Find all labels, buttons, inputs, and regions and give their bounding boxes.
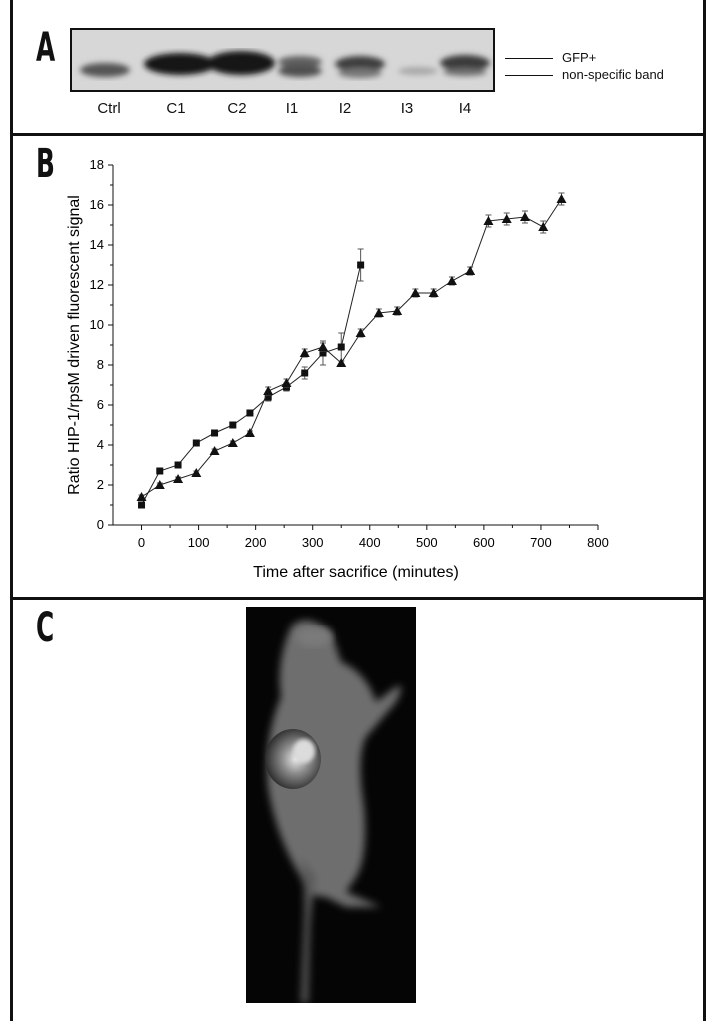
lane-label-i3: I3 <box>400 100 414 117</box>
lane-label-c2: C2 <box>227 100 247 117</box>
square-marker <box>319 349 327 357</box>
mouse-fluorescence-photo <box>246 607 416 1003</box>
triangle-marker <box>227 438 238 447</box>
triangle-marker <box>373 308 384 317</box>
square-marker <box>246 409 254 417</box>
square-marker <box>357 261 365 269</box>
y-tick-label: 8 <box>97 357 104 372</box>
divider-b-c <box>10 597 706 600</box>
triangle-marker <box>501 214 512 223</box>
triangle-marker <box>191 468 202 477</box>
panel-a-letter: A <box>36 25 56 71</box>
triangle-marker <box>355 328 366 337</box>
y-tick-label: 4 <box>97 437 104 452</box>
figure-frame <box>10 0 706 1021</box>
x-tick-label: 500 <box>416 535 438 550</box>
divider-a-b <box>10 133 706 136</box>
nonspecific-band-pointer <box>505 75 553 76</box>
lane-label-i1: I1 <box>285 100 299 117</box>
series-square-line <box>141 264 362 506</box>
y-tick-label: 10 <box>90 317 104 332</box>
square-marker <box>264 393 272 401</box>
triangle-marker <box>299 348 310 357</box>
triangle-marker <box>317 342 328 351</box>
triangle-marker <box>336 358 347 367</box>
x-axis-label: Time after sacrifice (minutes) <box>253 564 459 581</box>
x-tick-label: 300 <box>302 535 324 550</box>
triangle-marker <box>538 222 549 231</box>
y-tick-label: 0 <box>97 517 104 532</box>
square-marker <box>337 343 345 351</box>
triangle-marker <box>173 474 184 483</box>
lane-label-c1: C1 <box>166 100 186 117</box>
triangle-marker <box>428 288 439 297</box>
triangle-marker <box>244 428 255 437</box>
y-tick-label: 14 <box>90 237 104 252</box>
triangle-marker <box>281 378 292 387</box>
x-tick-label: 800 <box>587 535 609 550</box>
panel-b-letter: B <box>36 141 55 187</box>
square-marker <box>229 421 237 429</box>
gfp-band-label: GFP+ <box>562 50 597 65</box>
x-tick-label: 0 <box>138 535 145 550</box>
lane-label-i4: I4 <box>458 100 472 117</box>
x-tick-label: 600 <box>473 535 495 550</box>
triangle-marker <box>154 480 165 489</box>
triangle-marker <box>483 216 494 225</box>
triangle-marker <box>392 306 403 315</box>
square-marker <box>174 461 182 469</box>
lane-label-ctrl: Ctrl <box>97 100 121 117</box>
y-tick-label: 2 <box>97 477 104 492</box>
x-tick-label: 200 <box>245 535 267 550</box>
series-triangle-line <box>141 198 562 498</box>
triangle-marker <box>209 446 220 455</box>
triangle-marker <box>519 212 530 221</box>
gfp-band-pointer <box>505 58 553 59</box>
y-tick-label: 18 <box>90 157 104 172</box>
x-tick-label: 400 <box>359 535 381 550</box>
western-blot-image <box>70 28 495 92</box>
x-tick-label: 100 <box>188 535 210 550</box>
panel-c-letter: C <box>36 605 55 651</box>
triangle-marker <box>556 194 567 203</box>
square-marker <box>211 429 219 437</box>
triangle-marker <box>136 492 147 501</box>
square-marker <box>301 369 309 377</box>
y-tick-label: 6 <box>97 397 104 412</box>
y-tick-label: 12 <box>90 277 104 292</box>
x-tick-label: 700 <box>530 535 552 550</box>
y-axis-label: Ratio HIP-1/rpsM driven fluorescent sign… <box>66 195 83 495</box>
nonspecific-band-label: non-specific band <box>562 67 664 82</box>
triangle-marker <box>446 276 457 285</box>
square-marker <box>192 439 200 447</box>
y-tick-label: 16 <box>90 197 104 212</box>
triangle-marker <box>465 266 476 275</box>
line-chart: 0 100 200 300 400 500 600 700 800 0 2 4 6 8 10 12 14 16 18… <box>66 157 609 581</box>
square-marker <box>156 467 164 475</box>
lane-label-i2: I2 <box>338 100 352 117</box>
triangle-marker <box>410 288 421 297</box>
triangle-marker <box>263 386 274 395</box>
square-marker <box>138 501 146 509</box>
